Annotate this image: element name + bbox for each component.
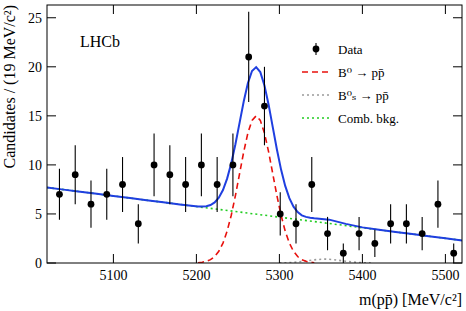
- y-tick: [47, 115, 56, 116]
- legend-line: [302, 117, 330, 119]
- data-point: [151, 162, 158, 169]
- x-tick-top: [445, 5, 446, 14]
- y-tick-label: 10: [28, 158, 42, 173]
- legend-label: Comb. bkg.: [338, 111, 399, 126]
- y-tick: [47, 213, 56, 214]
- data-point: [135, 220, 142, 227]
- x-tick-label: 5100: [99, 268, 127, 283]
- data-point: [166, 171, 173, 178]
- x-tick-top: [279, 5, 280, 14]
- legend: Data B⁰ → pp̄ B⁰ₛ → pp̄ Comb. bkg.: [302, 42, 399, 126]
- x-tick: [445, 254, 446, 263]
- data-point: [56, 191, 63, 198]
- data-point: [293, 220, 300, 227]
- y-tick-label: 25: [28, 11, 42, 26]
- y-tick-label: 0: [35, 256, 42, 271]
- chart: 5100 5200 5300 5400 5500 0 5 10 15 20 25 m(pp̄) [Me…: [0, 0, 466, 311]
- data-point: [356, 230, 363, 237]
- data-point: [214, 181, 221, 188]
- data-point: [450, 250, 457, 257]
- x-tick: [362, 254, 363, 263]
- data-point: [371, 240, 378, 247]
- annotation: LHCb: [80, 33, 120, 50]
- x-tick-label: 5300: [265, 268, 293, 283]
- y-tick-right: [453, 115, 462, 116]
- plot-area: [47, 12, 462, 263]
- data-point: [119, 181, 126, 188]
- y-tick-right: [453, 164, 462, 165]
- x-axis-label: m(pp̄) [MeV/c²]: [359, 291, 462, 309]
- data-point: [340, 250, 347, 257]
- x-tick-label: 5500: [431, 268, 459, 283]
- x-tick-label: 5200: [182, 268, 210, 283]
- fit-curve: [47, 67, 462, 240]
- y-tick-label: 15: [28, 109, 42, 124]
- x-tick-top: [362, 5, 363, 14]
- legend-label: B⁰ → pp̄: [338, 65, 384, 80]
- y-tick-right: [453, 66, 462, 67]
- data-point: [308, 181, 315, 188]
- data-point: [230, 162, 237, 169]
- y-tick: [47, 66, 56, 67]
- data-point: [198, 162, 205, 169]
- data-point: [72, 171, 79, 178]
- data-point: [419, 230, 426, 237]
- data-point: [387, 220, 394, 227]
- x-tick: [196, 254, 197, 263]
- legend-line: [302, 94, 330, 96]
- data-point: [277, 211, 284, 218]
- y-tick-right: [453, 17, 462, 18]
- x-tick: [113, 254, 114, 263]
- fit-curve: [279, 259, 370, 263]
- x-tick-label: 5400: [348, 268, 376, 283]
- data-point: [261, 103, 268, 110]
- x-tick-top: [113, 5, 114, 14]
- y-tick: [47, 17, 56, 18]
- legend-line: [302, 71, 330, 73]
- fit-curve: [198, 116, 314, 263]
- y-tick-label: 5: [35, 207, 42, 222]
- data-point: [324, 230, 331, 237]
- data-point: [103, 191, 110, 198]
- y-axis-label: Candidates / (19 MeV/c²): [1, 5, 19, 168]
- legend-marker: [313, 46, 320, 53]
- data-point: [245, 54, 252, 61]
- x-tick: [279, 254, 280, 263]
- legend-label: B⁰ₛ → pp̄: [338, 88, 389, 103]
- y-tick-right: [453, 213, 462, 214]
- y-tick: [47, 263, 56, 264]
- data-point: [403, 220, 410, 227]
- data-point: [182, 181, 189, 188]
- data-point: [88, 201, 95, 208]
- x-tick-top: [196, 5, 197, 14]
- plot-frame: [47, 5, 462, 263]
- y-tick-right: [453, 263, 462, 264]
- y-tick: [47, 164, 56, 165]
- legend-label: Data: [338, 42, 363, 57]
- data-point: [435, 201, 442, 208]
- y-tick-label: 20: [28, 60, 42, 75]
